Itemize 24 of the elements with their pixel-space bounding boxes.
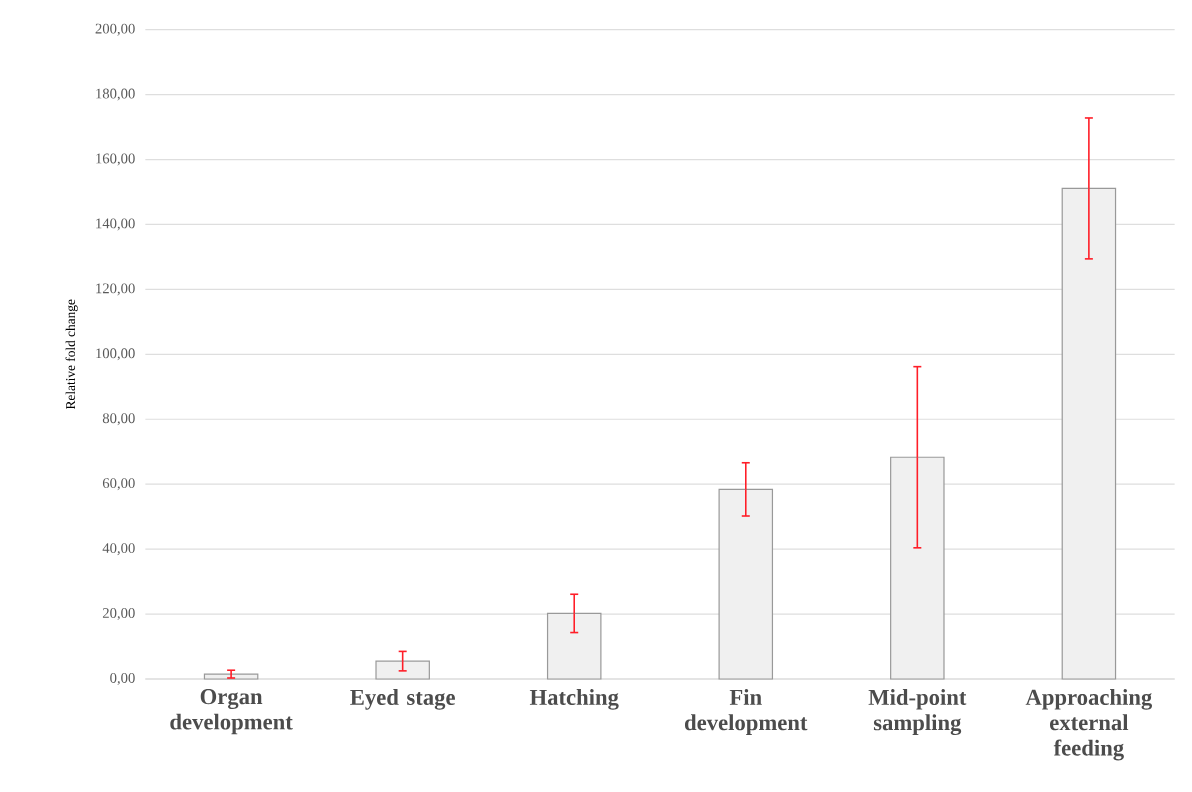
- bar: [718, 488, 774, 680]
- y-tick-label: 60,00: [102, 478, 135, 491]
- y-tick-label: 180,00: [96, 88, 135, 101]
- bar: [546, 612, 602, 680]
- y-tick-label: 120,00: [96, 283, 135, 296]
- bar: [203, 673, 259, 680]
- x-tick-label: Approaching external feeding: [1025, 689, 1153, 761]
- x-tick-label: Hatching: [529, 689, 619, 710]
- y-tick-label: 140,00: [96, 218, 135, 231]
- bar: [375, 660, 430, 680]
- y-tick-label: 0,00: [110, 672, 135, 685]
- y-tick-label: 160,00: [96, 153, 135, 166]
- y-tick-label: 20,00: [102, 608, 135, 621]
- bar: [1061, 187, 1117, 680]
- x-tick-label: Fin development: [685, 689, 808, 735]
- x-tick-label: Mid-point sampling: [868, 689, 967, 736]
- x-tick-label: Organ development: [170, 689, 293, 735]
- y-tick-label: 200,00: [95, 23, 135, 36]
- x-tick-label: Eyed stage: [350, 689, 455, 710]
- y-tick-label: 80,00: [102, 413, 135, 426]
- y-tick-label: 100,00: [96, 348, 135, 361]
- bar: [890, 456, 945, 680]
- y-tick-label: 40,00: [102, 543, 135, 556]
- y-axis-title: Relative fold change: [65, 299, 78, 410]
